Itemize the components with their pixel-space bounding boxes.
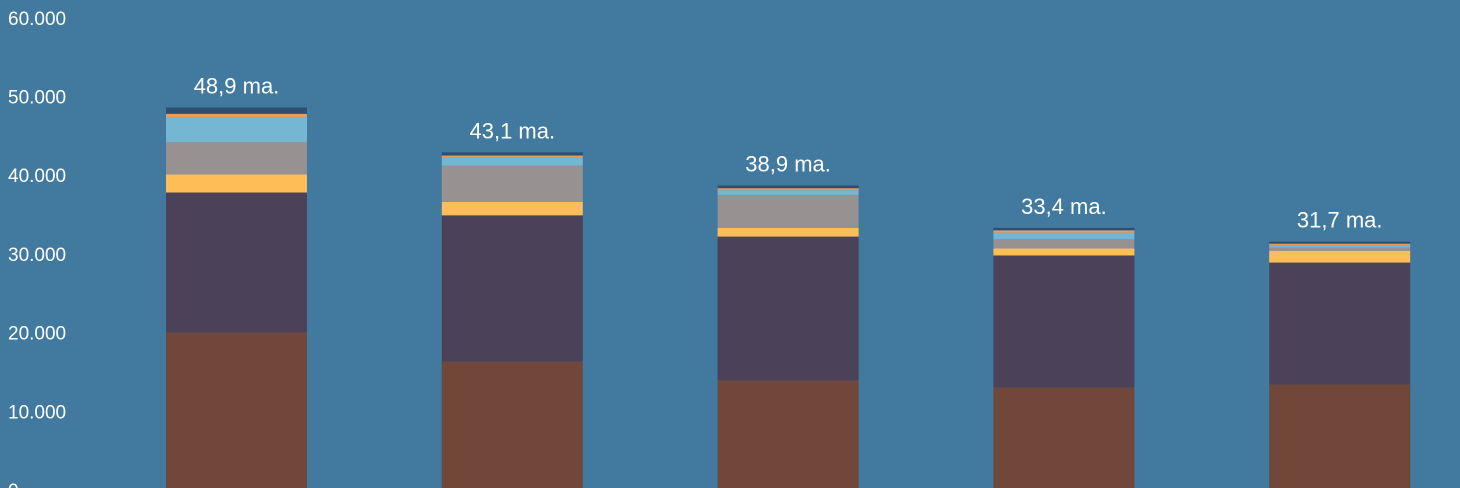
- bar-segment: [166, 192, 307, 333]
- bar-total-label: 38,9 ma.: [745, 151, 831, 176]
- bar-segment: [993, 248, 1135, 256]
- y-tick-label: 0: [8, 481, 19, 488]
- bar-segment: [1269, 262, 1411, 385]
- bar-segment: [1269, 250, 1411, 263]
- bar-total-label: 31,7 ma.: [1297, 208, 1383, 233]
- bar-segment: [441, 165, 583, 202]
- bar-total-label: 48,9 ma.: [194, 74, 280, 99]
- bar-segment: [993, 230, 1135, 233]
- bar-segment: [717, 185, 859, 189]
- bar-segment: [717, 380, 859, 488]
- bar-segment: [1269, 243, 1411, 246]
- bar-segment: [1269, 241, 1411, 244]
- bar-segment: [441, 155, 583, 158]
- bar-segment: [993, 387, 1135, 488]
- bar-segment: [166, 107, 307, 114]
- bar-segment: [1269, 247, 1411, 251]
- bar-segment: [717, 236, 859, 381]
- bar-segment: [166, 116, 307, 143]
- bar-segment: [1269, 384, 1411, 488]
- bar-segment: [717, 227, 859, 237]
- bar-segment: [441, 152, 583, 156]
- y-axis: 0 10.000 20.000 30.000 40.000 50.000 60.000: [8, 9, 66, 488]
- bar-segment: [441, 157, 583, 166]
- bar-segment: [166, 113, 307, 117]
- y-tick-label: 50.000: [8, 88, 66, 109]
- bar-segment: [441, 361, 583, 488]
- y-tick-label: 20.000: [8, 324, 66, 345]
- bar-total-label: 33,4 ma.: [1021, 194, 1107, 219]
- bar-segment: [166, 332, 307, 488]
- bar-segment: [993, 232, 1135, 239]
- bars: [166, 107, 1411, 488]
- bar-segment: [717, 194, 859, 228]
- bar-segment: [166, 174, 307, 193]
- total-labels: 48,9 ma. 43,1 ma. 38,9 ma. 33,4 ma. 31,7 ma.: [194, 74, 1383, 233]
- y-tick-label: 10.000: [8, 402, 66, 423]
- bar-segment: [993, 227, 1135, 231]
- bar-segment: [441, 215, 583, 362]
- bar-segment: [441, 201, 583, 216]
- bar-segment: [717, 190, 859, 195]
- bar-total-label: 43,1 ma.: [469, 118, 555, 143]
- bar-segment: [993, 238, 1135, 249]
- y-tick-label: 30.000: [8, 245, 66, 266]
- bar-segment: [993, 255, 1135, 388]
- bar-segment: [717, 188, 859, 191]
- y-tick-label: 60.000: [8, 9, 66, 30]
- bar-segment: [1269, 245, 1411, 248]
- y-tick-label: 40.000: [8, 166, 66, 187]
- bar-segment: [166, 142, 307, 175]
